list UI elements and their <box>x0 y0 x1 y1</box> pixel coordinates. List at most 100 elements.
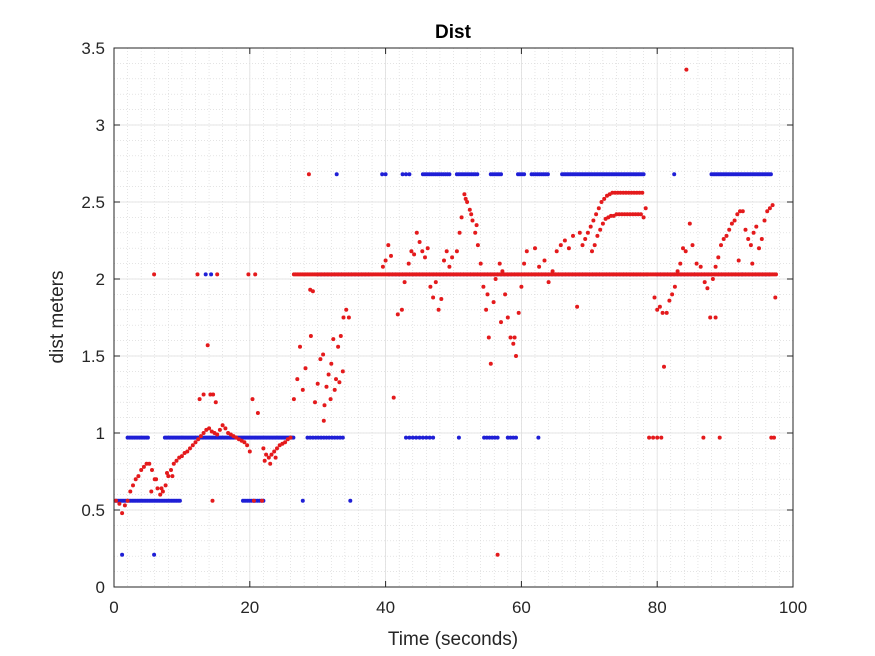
data-point <box>643 206 648 211</box>
data-point <box>721 237 726 241</box>
data-point <box>545 172 550 177</box>
data-point <box>190 443 195 448</box>
data-point <box>147 461 152 466</box>
data-point <box>442 258 446 263</box>
data-point <box>170 474 175 479</box>
tick-labels: 0 20 40 60 80 100 0 0.5 1 1.5 2 2.5 3 3.5 <box>81 39 807 617</box>
data-point <box>436 307 441 312</box>
data-point <box>338 334 343 338</box>
data-point <box>389 253 393 258</box>
data-point <box>288 435 293 440</box>
data-point <box>672 284 677 289</box>
data-point <box>336 344 341 349</box>
data-point <box>462 192 467 197</box>
data-point <box>215 272 220 277</box>
data-point <box>272 449 277 454</box>
y-tick-label: 0 <box>96 578 105 597</box>
data-point <box>662 364 666 369</box>
data-point <box>417 240 422 244</box>
x-tick-label: 20 <box>240 598 259 617</box>
data-point <box>400 172 405 177</box>
data-point <box>765 209 770 214</box>
data-point <box>495 435 500 440</box>
data-point <box>131 483 135 488</box>
data-point <box>672 172 677 177</box>
data-point <box>395 312 400 317</box>
data-point <box>340 369 345 374</box>
data-point <box>399 307 404 312</box>
plot-area <box>114 48 793 587</box>
data-point <box>211 392 216 397</box>
data-point <box>524 249 529 254</box>
data-point <box>428 284 433 289</box>
data-point <box>746 237 751 241</box>
data-point <box>743 227 748 232</box>
data-point <box>690 243 695 248</box>
data-point <box>571 233 575 238</box>
data-point <box>536 435 541 440</box>
data-point <box>583 237 588 241</box>
y-axis-label: dist meters <box>47 271 68 364</box>
data-point <box>657 304 662 309</box>
data-point <box>114 498 118 503</box>
data-point <box>341 315 346 320</box>
data-point <box>736 258 741 263</box>
data-point <box>499 172 503 177</box>
data-point <box>328 397 333 402</box>
data-point <box>322 403 327 408</box>
data-point <box>469 212 474 217</box>
data-point <box>380 264 385 269</box>
data-point <box>675 269 680 274</box>
data-point <box>566 246 571 251</box>
data-point <box>122 503 127 508</box>
data-point <box>420 435 425 440</box>
data-point <box>558 243 563 248</box>
data-point <box>179 454 184 459</box>
data-point <box>407 172 412 177</box>
data-point <box>346 315 351 320</box>
data-point <box>253 272 258 277</box>
data-point <box>141 464 146 469</box>
data-point <box>456 435 461 440</box>
data-point <box>334 377 338 382</box>
data-point <box>220 423 225 428</box>
data-point <box>475 172 480 177</box>
data-point <box>491 300 496 305</box>
data-point <box>207 426 212 431</box>
data-point <box>223 426 228 431</box>
data-point <box>618 190 623 195</box>
data-point <box>433 280 438 285</box>
data-point <box>522 172 527 177</box>
data-point <box>251 498 256 503</box>
data-point <box>710 277 715 281</box>
y-tick-label: 1.5 <box>81 347 105 366</box>
data-point <box>329 361 334 366</box>
data-point <box>275 446 279 451</box>
data-point <box>310 435 315 440</box>
data-point <box>488 361 493 366</box>
data-point <box>505 315 510 320</box>
data-point <box>497 261 502 266</box>
series-1 <box>114 67 778 557</box>
data-point <box>750 261 755 266</box>
data-point <box>417 435 422 440</box>
data-point <box>331 337 336 342</box>
data-point <box>599 200 604 204</box>
data-point <box>467 207 472 212</box>
plot-frame <box>113 47 794 588</box>
data-point <box>591 218 596 223</box>
data-point <box>150 468 154 472</box>
y-tick-label: 2 <box>96 270 105 289</box>
data-point <box>273 455 278 460</box>
y-tick-label: 3.5 <box>81 39 105 58</box>
data-point <box>386 243 391 248</box>
data-point <box>447 264 452 269</box>
data-point <box>300 387 305 392</box>
data-point <box>514 435 518 440</box>
data-point <box>298 344 302 349</box>
data-point <box>155 486 160 491</box>
data-point <box>407 435 412 440</box>
data-point <box>313 400 317 405</box>
data-point <box>512 335 517 340</box>
data-point <box>171 461 176 466</box>
